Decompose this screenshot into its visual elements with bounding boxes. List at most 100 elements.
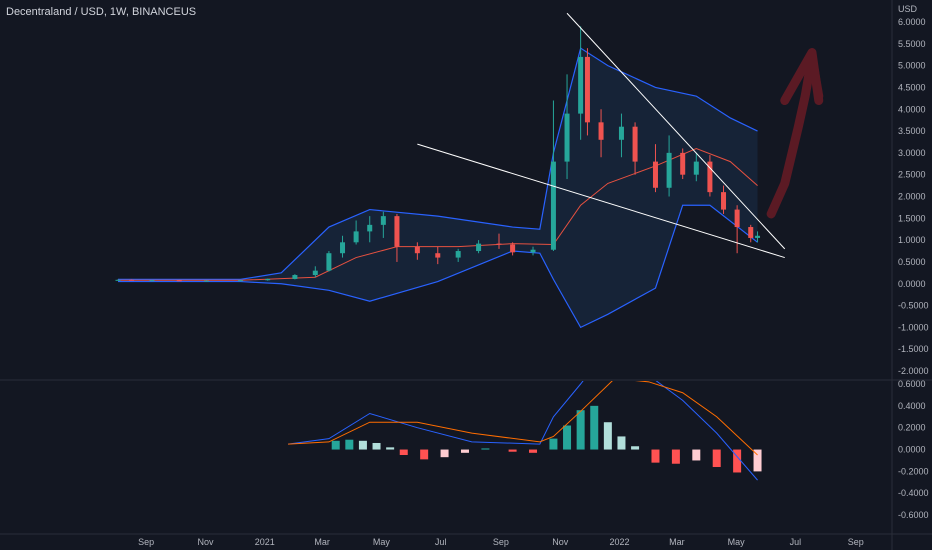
time-tick-label: May — [373, 537, 391, 547]
candle-body — [476, 243, 482, 252]
time-tick-label: 2021 — [255, 537, 275, 547]
trendlines — [417, 12, 786, 259]
macd-histogram — [331, 405, 762, 473]
price-tick-label: 0.0000 — [898, 279, 926, 289]
candle-body — [326, 253, 332, 271]
bb-fill — [118, 48, 758, 328]
time-tick-label: Nov — [197, 537, 214, 547]
macd-tick-label: 0.0000 — [898, 445, 926, 455]
candle-body — [115, 279, 121, 281]
price-tick-label: -1.5000 — [898, 344, 929, 354]
macd-histogram-bar — [671, 449, 680, 464]
candle-body — [435, 253, 441, 258]
candle-body — [353, 231, 359, 243]
price-tick-label: 4.5000 — [898, 82, 926, 92]
candle-body — [176, 280, 182, 282]
candle-body — [129, 279, 135, 281]
candle-body — [414, 246, 420, 254]
macd-histogram-bar — [692, 449, 701, 461]
price-tick-label: 0.5000 — [898, 257, 926, 267]
macd-tick-label: -0.2000 — [898, 466, 929, 476]
candle-body — [721, 192, 727, 210]
macd-histogram-bar — [358, 440, 367, 450]
price-tick-label: 5.0000 — [898, 61, 926, 71]
time-tick-label: Nov — [552, 537, 569, 547]
candle-body — [340, 242, 346, 254]
arrow-head — [780, 48, 824, 106]
bollinger-bands — [118, 47, 758, 329]
candle-body — [510, 244, 516, 253]
time-tick-label: Mar — [314, 537, 330, 547]
bb-lower-line — [118, 204, 758, 329]
macd-histogram-bar — [712, 449, 721, 468]
ma-line — [118, 147, 758, 281]
macd-histogram-bar — [733, 449, 742, 473]
price-tick-label: 4.0000 — [898, 104, 926, 114]
macd-histogram-bar — [617, 436, 626, 450]
candle-body — [292, 275, 298, 279]
candle-body — [496, 243, 502, 245]
macd-histogram-bar — [508, 449, 517, 452]
candle-body — [755, 235, 761, 238]
candle-body — [455, 251, 461, 258]
time-tick-label: Sep — [493, 537, 509, 547]
signal-line — [288, 381, 758, 456]
price-unit-label: USD — [898, 4, 918, 14]
candle-body — [312, 270, 318, 276]
candle-body — [734, 209, 740, 228]
price-tick-label: -0.5000 — [898, 301, 929, 311]
macd-histogram-bar — [631, 446, 640, 450]
macd-histogram-bar — [420, 449, 429, 460]
price-tick-label: 3.5000 — [898, 126, 926, 136]
candle-body — [618, 126, 624, 140]
candle-body — [530, 249, 536, 253]
candle-body — [632, 126, 638, 162]
time-tick-label: Jul — [790, 537, 802, 547]
macd-histogram-bar — [399, 449, 408, 455]
macd-tick-label: 0.6000 — [898, 379, 926, 389]
candle-body — [367, 224, 373, 232]
trendline — [566, 12, 786, 250]
macd-histogram-bar — [529, 449, 538, 453]
symbol-title: Decentraland / USD, 1W, BINANCEUS — [6, 6, 197, 18]
candle-body — [265, 278, 271, 281]
candle-body — [578, 56, 584, 114]
candle-body — [203, 280, 209, 282]
trendline — [417, 143, 785, 259]
macd-histogram-bar — [576, 410, 585, 450]
candle-body — [748, 227, 754, 238]
macd-histogram-bar — [345, 439, 354, 450]
time-tick-label: Jul — [435, 537, 447, 547]
macd-histogram-bar — [460, 449, 469, 453]
macd-histogram-bar — [331, 440, 340, 450]
drawn-arrow — [766, 48, 824, 219]
candle-body — [394, 216, 400, 247]
price-tick-label: 1.0000 — [898, 235, 926, 245]
macd-histogram-bar — [481, 448, 490, 450]
price-tick-label: 3.0000 — [898, 148, 926, 158]
macd-line — [288, 381, 758, 481]
price-tick-label: -1.0000 — [898, 322, 929, 332]
macd-histogram-bar — [440, 449, 449, 458]
macd-histogram-bar — [590, 405, 599, 450]
price-tick-label: 1.5000 — [898, 213, 926, 223]
candle-body — [237, 280, 243, 282]
macd-lines — [288, 381, 758, 481]
moving-average — [118, 147, 758, 281]
candle-body — [149, 280, 155, 282]
price-tick-label: 5.5000 — [898, 39, 926, 49]
candle-body — [680, 152, 686, 175]
candle-body — [584, 56, 590, 123]
macd-histogram-bar — [603, 422, 612, 450]
candle-body — [707, 161, 713, 193]
time-tick-label: Sep — [138, 537, 154, 547]
candle-body — [550, 161, 556, 250]
candles — [115, 26, 761, 282]
macd-tick-label: -0.6000 — [898, 510, 929, 520]
candle-body — [652, 161, 658, 188]
price-tick-label: -2.0000 — [898, 366, 929, 376]
price-tick-label: 2.0000 — [898, 192, 926, 202]
macd-tick-label: -0.4000 — [898, 488, 929, 498]
